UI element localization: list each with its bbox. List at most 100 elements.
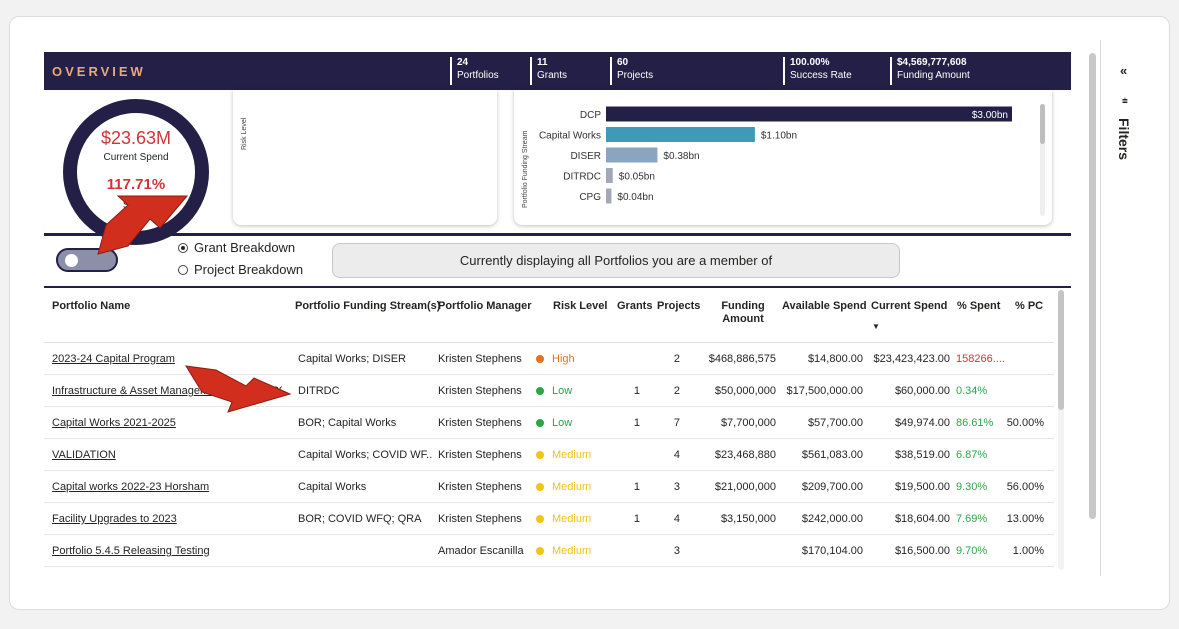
bar-category-label: Capital Works — [539, 131, 601, 142]
funding-stream-chart[interactable]: Portfolio Funding Stream DCP $3.00bn Capit… — [514, 90, 1052, 225]
funding-stream-cell: DITRDC — [298, 385, 340, 397]
funding-bar[interactable] — [606, 127, 755, 142]
projects-cell: 4 — [673, 513, 680, 525]
projects-cell: 2 — [673, 353, 680, 365]
portfolio-name-link[interactable]: 2023-24 Capital Program — [52, 353, 175, 365]
kpi-value: 11 — [537, 57, 548, 68]
funding-bar[interactable] — [606, 168, 613, 183]
manager-cell: Amador Escanilla — [438, 545, 524, 557]
collapse-chevron-icon[interactable]: « — [1120, 63, 1128, 78]
current-spend-cell: $49,974.00 — [894, 417, 950, 429]
kpi-portfolios: 24 Portfolios — [450, 57, 499, 85]
current-spend-gauge[interactable]: $23.63M Current Spend 117.71% Spent — [60, 96, 212, 248]
filters-divider — [1100, 40, 1101, 576]
gauge-ring — [63, 99, 209, 245]
header-funding-amount[interactable]: Funding Amount — [718, 300, 768, 326]
table-row[interactable]: Portfolio 5.4.5 Releasing Testing Amador … — [44, 535, 1054, 567]
radio-label: Project Breakdown — [194, 262, 304, 277]
bar-category-label: DITRDC — [563, 172, 601, 183]
kpi-value: 100.00% — [790, 57, 830, 68]
radio-grant-breakdown[interactable]: Grant Breakdown — [178, 240, 295, 255]
grants-cell: 1 — [633, 513, 640, 525]
risk-dot-icon — [536, 387, 544, 395]
risk-dot-icon — [536, 547, 544, 555]
kpi-value: 60 — [617, 57, 629, 68]
header-portfolio-manager[interactable]: Portfolio Manager — [438, 300, 532, 312]
section-divider — [44, 233, 1071, 236]
radio-selected-icon — [178, 242, 188, 253]
table-scrollbar-thumb[interactable] — [1058, 290, 1064, 410]
table-row[interactable]: 2023-24 Capital Program Capital Works; DI… — [44, 343, 1054, 375]
risk-label: High — [552, 353, 575, 365]
manager-cell: Kristen Stephens — [438, 513, 522, 525]
toggle-knob — [65, 254, 78, 267]
percent-pc-cell: 13.00% — [1006, 513, 1044, 525]
header-risk-level[interactable]: Risk Level — [553, 300, 608, 312]
header-available-spend[interactable]: Available Spend — [782, 300, 867, 312]
gauge-label: Current Spend — [103, 152, 169, 163]
chart-scrollbar-track[interactable] — [1040, 104, 1045, 216]
table-body: 2023-24 Capital Program Capital Works; DI… — [44, 343, 1054, 567]
radio-project-breakdown[interactable]: Project Breakdown — [178, 262, 303, 277]
percent-spent-cell: 7.69% — [956, 513, 988, 525]
grants-cell: 1 — [633, 385, 640, 397]
table-row[interactable]: Capital Works 2021-2025 BOR; Capital Work… — [44, 407, 1054, 439]
grants-cell: 1 — [633, 481, 640, 493]
header-funding-line2: Amount — [722, 313, 764, 325]
radio-unselected-icon — [178, 264, 188, 275]
available-spend-cell: $242,000.00 — [801, 513, 863, 525]
filters-pane[interactable]: « ⩧ Filters — [1104, 60, 1144, 200]
header-grants[interactable]: Grants — [617, 300, 653, 312]
funding-stream-cell: Capital Works; DISER — [298, 353, 406, 365]
kpi-grants: 11 Grants — [530, 57, 567, 85]
radio-label: Grant Breakdown — [194, 240, 296, 255]
current-spend-cell: $18,604.00 — [894, 513, 950, 525]
funding-bar-plot: DCP $3.00bn Capital Works $1.10bn DISER $0.38… — [539, 106, 1012, 204]
manager-cell: Kristen Stephens — [438, 353, 522, 365]
header-projects[interactable]: Projects — [657, 300, 701, 312]
table-row[interactable]: Facility Upgrades to 2023 BOR; COVID WFQ;… — [44, 503, 1054, 535]
portfolio-name-link[interactable]: VALIDATION — [52, 449, 116, 461]
bar-data-label: $0.04bn — [617, 192, 653, 203]
grants-cell: 1 — [633, 417, 640, 429]
current-spend-cell: $23,423,423.00 — [873, 353, 950, 365]
page-scrollbar[interactable] — [1089, 53, 1096, 519]
funding-amount-cell: $3,150,000 — [720, 513, 776, 525]
projects-cell: 4 — [673, 449, 680, 461]
header-current-spend[interactable]: Current Spend — [871, 300, 948, 312]
table-scrollbar-track[interactable] — [1058, 290, 1064, 570]
percent-spent-cell: 158266.... — [956, 353, 1005, 365]
header-percent-spent[interactable]: % Spent — [957, 300, 1001, 312]
header-portfolio-name[interactable]: Portfolio Name — [52, 300, 131, 312]
funding-amount-cell: $50,000,000 — [714, 385, 776, 397]
current-spend-cell: $60,000.00 — [894, 385, 950, 397]
header-funding-stream[interactable]: Portfolio Funding Stream(s) — [295, 300, 441, 312]
breakdown-toggle[interactable] — [56, 248, 118, 272]
percent-spent-cell: 9.70% — [956, 545, 988, 557]
risk-dot-icon — [536, 355, 544, 363]
portfolio-name-link[interactable]: Capital Works 2021-2025 — [52, 417, 176, 429]
bar-category-label: DISER — [570, 151, 601, 162]
funding-bar[interactable] — [606, 106, 1012, 122]
chart-scrollbar-thumb[interactable] — [1040, 104, 1045, 144]
header-percent-pc[interactable]: % PC — [1015, 300, 1044, 312]
risk-cell: Medium — [536, 481, 591, 493]
portfolio-name-link[interactable]: Portfolio 5.4.5 Releasing Testing — [52, 545, 210, 557]
header-funding-line1: Funding — [721, 300, 765, 312]
risk-label: Medium — [552, 481, 592, 493]
funding-bar[interactable] — [606, 188, 612, 204]
table-row[interactable]: Capital works 2022-23 Horsham Capital Wor… — [44, 471, 1054, 503]
portfolio-name-link[interactable]: Facility Upgrades to 2023 — [52, 513, 177, 525]
table-row[interactable]: VALIDATION Capital Works; COVID WF... Kris… — [44, 439, 1054, 471]
bar-category-label: CPG — [579, 192, 601, 203]
bar-category-label: DCP — [580, 110, 601, 121]
available-spend-cell: $209,700.00 — [801, 481, 863, 493]
kpi-projects: 60 Projects — [610, 57, 653, 85]
available-spend-cell: $170,104.00 — [801, 545, 863, 557]
kpi-value: 24 — [457, 57, 469, 68]
risk-level-chart[interactable]: Risk Level — [233, 90, 497, 225]
current-spend-cell: $38,519.00 — [894, 449, 950, 461]
portfolio-name-link[interactable]: Capital works 2022-23 Horsham — [52, 481, 210, 493]
risk-label: Medium — [552, 545, 592, 557]
funding-bar[interactable] — [606, 147, 658, 163]
